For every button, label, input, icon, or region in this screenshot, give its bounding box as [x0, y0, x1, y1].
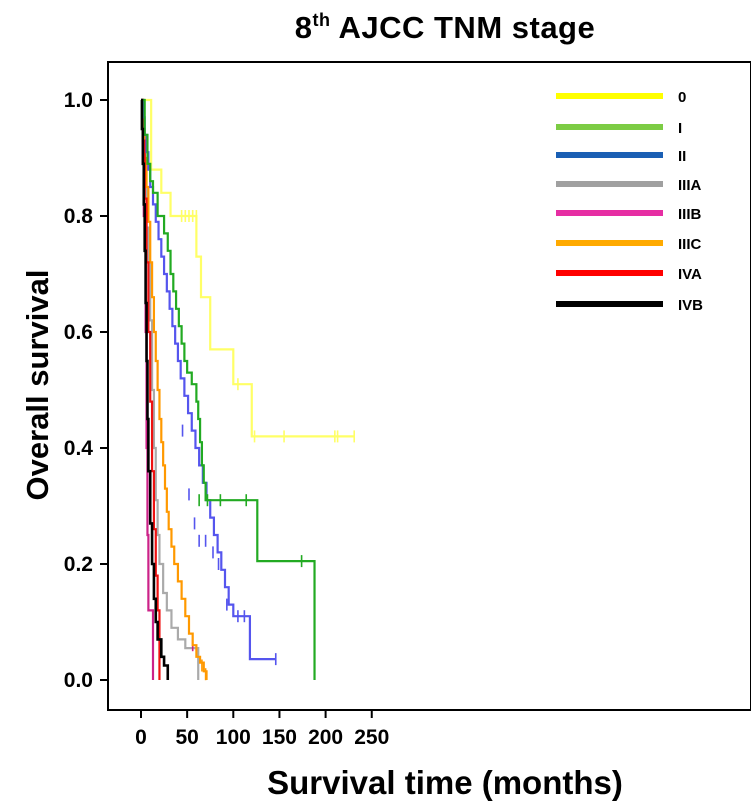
y-tick-label: 0.2	[64, 553, 93, 576]
x-axis-title: Survival time (months)	[267, 764, 623, 801]
legend-item-stage-ii: II	[556, 148, 686, 165]
y-tick-label: 0.0	[64, 669, 93, 692]
legend-label: IIIC	[678, 236, 702, 253]
legend-label: IVB	[678, 297, 703, 314]
legend-item-stage-iva: IVA	[556, 266, 702, 283]
x-axis-ticks: 0 50 100 150 200 250	[135, 710, 389, 749]
legend-label: IVA	[678, 266, 702, 283]
legend-label: IIIA	[678, 177, 702, 194]
legend-label: II	[678, 148, 686, 165]
chart-title: 8th AJCC TNM stage	[294, 10, 596, 45]
y-tick-label: 0.8	[64, 205, 94, 228]
y-axis-title: Overall survival	[20, 270, 55, 501]
survival-curve-stage-i	[141, 98, 316, 680]
legend-item-stage-ivb: IVB	[556, 297, 703, 314]
y-tick-label: 0.4	[64, 437, 94, 460]
y-tick-label: 0.6	[64, 321, 93, 344]
x-tick-label: 250	[354, 726, 389, 749]
x-tick-label: 0	[135, 726, 147, 749]
y-tick-label: 1.0	[64, 89, 93, 112]
legend-item-stage-i: I	[556, 120, 682, 137]
x-tick-label: 200	[308, 726, 343, 749]
x-tick-label: 150	[262, 726, 297, 749]
survival-series-stage-0	[141, 98, 356, 443]
survival-series-stage-iiic	[141, 98, 208, 681]
plot-frame	[107, 61, 751, 711]
legend-label: 0	[678, 89, 686, 106]
survival-series-stage-ivb	[140, 98, 170, 680]
survival-curves	[140, 98, 356, 681]
legend-item-stage-0: 0	[556, 89, 686, 106]
survival-curve-stage-0	[141, 98, 355, 438]
y-axis-ticks: 0.0 0.2 0.4 0.6 0.8 1.0	[64, 89, 108, 692]
legend-label: IIIB	[678, 206, 702, 223]
x-tick-label: 50	[175, 726, 198, 749]
x-tick-label: 100	[216, 726, 251, 749]
legend-item-stage-iiia: IIIA	[556, 177, 702, 194]
survival-curve-stage-ivb	[140, 98, 170, 680]
legend-label: I	[678, 120, 682, 137]
legend-item-stage-iiib: IIIB	[556, 206, 702, 223]
survival-curve-stage-iiic	[141, 98, 208, 680]
legend-item-stage-iiic: IIIC	[556, 236, 702, 253]
survival-series-stage-i	[141, 98, 316, 680]
